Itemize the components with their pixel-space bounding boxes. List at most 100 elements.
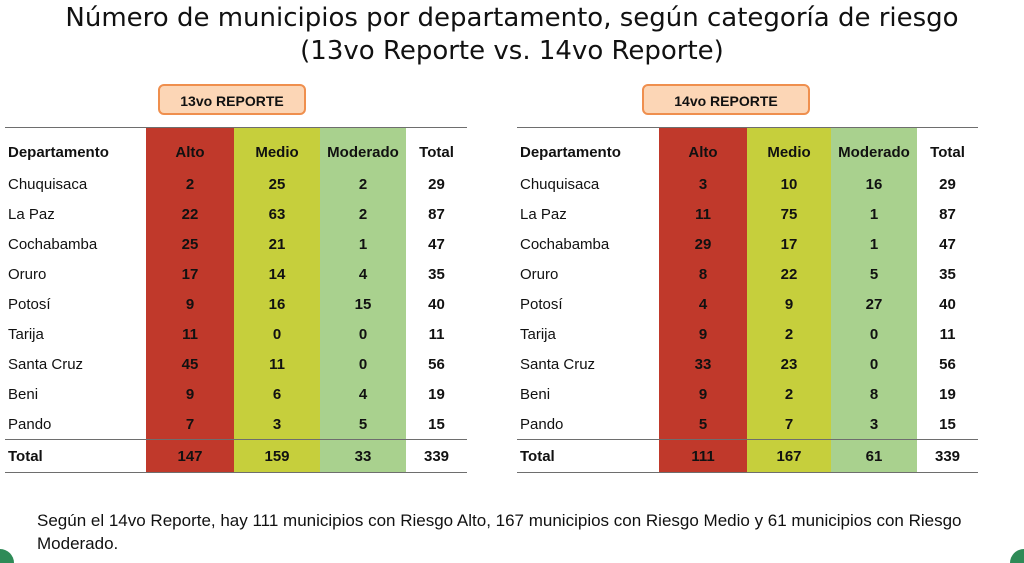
header-row: Departamento Alto Medio Moderado Total [5,127,467,169]
total-row: Total 111 167 61 339 [517,439,978,473]
table-row: Beni 9 2 8 19 [517,379,978,409]
cell-alto: 2 [146,169,234,199]
cell-medio: 3 [234,409,320,440]
cell-departamento: Potosí [520,295,563,313]
cell-moderado: 1 [831,199,917,229]
cell-total: 19 [428,385,445,403]
cell-departamento: La Paz [8,205,55,223]
cell-alto: 45 [146,349,234,379]
table-row: Tarija 9 2 0 11 [517,319,978,349]
cell-total: 47 [939,235,956,253]
cell-alto: 9 [146,379,234,409]
column-header-total: Total [406,127,467,169]
cell-moderado: 0 [831,349,917,379]
column-header-medio: Medio [234,127,320,169]
total-moderado: 33 [320,439,406,473]
total-moderado: 61 [831,439,917,473]
cell-departamento: Chuquisaca [8,175,88,193]
column-header-alto: Alto [659,127,747,169]
cell-departamento: Santa Cruz [520,355,596,373]
column-header-departamento: Departamento [517,127,659,169]
cell-departamento: Cochabamba [8,235,98,253]
badge-14vo-reporte: 14vo REPORTE [642,84,810,115]
cell-medio: 0 [234,319,320,349]
cell-alto: 5 [659,409,747,440]
cell-total: 87 [939,205,956,223]
cell-moderado: 4 [320,259,406,289]
cell-alto: 17 [146,259,234,289]
cell-total: 15 [917,409,978,440]
table-row: Oruro 8 22 5 35 [517,259,978,289]
cell-total: 56 [428,355,445,373]
cell-medio: 10 [747,169,831,199]
cell-departamento: Beni [8,385,39,403]
cell-moderado: 0 [320,319,406,349]
cell-departamento: Beni [520,385,551,403]
cell-alto: 9 [659,319,747,349]
total-medio: 167 [747,439,831,473]
cell-moderado: 0 [320,349,406,379]
total-row: Total 147 159 33 339 [5,439,467,473]
total-medio: 159 [234,439,320,473]
cell-moderado: 1 [320,229,406,259]
cell-medio: 17 [747,229,831,259]
cell-departamento: Cochabamba [520,235,610,253]
title-line-1: Número de municipios por departamento, s… [65,3,959,33]
cell-total: 40 [428,295,445,313]
cell-medio: 14 [234,259,320,289]
cell-medio: 22 [747,259,831,289]
cell-medio: 7 [747,409,831,440]
table-row: Chuquisaca 2 25 2 29 [5,169,467,199]
page-title: Número de municipios por departamento, s… [0,2,1024,68]
table-row: Beni 9 6 4 19 [5,379,467,409]
cell-alto: 9 [146,289,234,319]
cell-medio: 11 [234,349,320,379]
cell-medio: 16 [234,289,320,319]
cell-alto: 22 [146,199,234,229]
cell-alto: 11 [146,319,234,349]
cell-moderado: 5 [320,409,406,440]
table-row: La Paz 11 75 1 87 [517,199,978,229]
column-header-medio: Medio [747,127,831,169]
risk-table-14vo: Departamento Alto Medio Moderado Total Chuqu… [517,127,978,473]
cell-total: 47 [428,235,445,253]
cell-moderado: 3 [831,409,917,440]
cell-alto: 25 [146,229,234,259]
total-departamento: Total [517,439,659,473]
cell-moderado: 5 [831,259,917,289]
corner-decoration-right [1010,549,1024,563]
table-row: Potosí 9 16 15 40 [5,289,467,319]
table-row: La Paz 22 63 2 87 [5,199,467,229]
cell-departamento: Pando [5,409,146,440]
cell-alto: 9 [659,379,747,409]
cell-total: 56 [939,355,956,373]
table-row: Santa Cruz 33 23 0 56 [517,349,978,379]
cell-alto: 29 [659,229,747,259]
column-header-moderado: Moderado [320,127,406,169]
cell-departamento: Tarija [520,325,556,343]
risk-table-13vo: Departamento Alto Medio Moderado Total Chuqu… [5,127,467,473]
cell-medio: 6 [234,379,320,409]
cell-total: 11 [428,325,445,343]
total-total: 339 [917,439,978,473]
cell-alto: 33 [659,349,747,379]
cell-moderado: 15 [320,289,406,319]
table-row: Tarija 11 0 0 11 [5,319,467,349]
cell-departamento: Chuquisaca [520,175,600,193]
summary-text: Según el 14vo Reporte, hay 111 municipio… [37,511,962,553]
cell-medio: 25 [234,169,320,199]
cell-total: 11 [939,325,956,343]
cell-total: 87 [428,205,445,223]
cell-total: 19 [939,385,956,403]
table-row: Oruro 17 14 4 35 [5,259,467,289]
cell-moderado: 2 [320,169,406,199]
cell-medio: 21 [234,229,320,259]
cell-departamento: Pando [517,409,659,440]
table-row: Chuquisaca 3 10 16 29 [517,169,978,199]
cell-moderado: 27 [831,289,917,319]
cell-moderado: 1 [831,229,917,259]
total-total: 339 [406,439,467,473]
cell-medio: 9 [747,289,831,319]
cell-departamento: Potosí [8,295,51,313]
total-alto: 147 [146,439,234,473]
